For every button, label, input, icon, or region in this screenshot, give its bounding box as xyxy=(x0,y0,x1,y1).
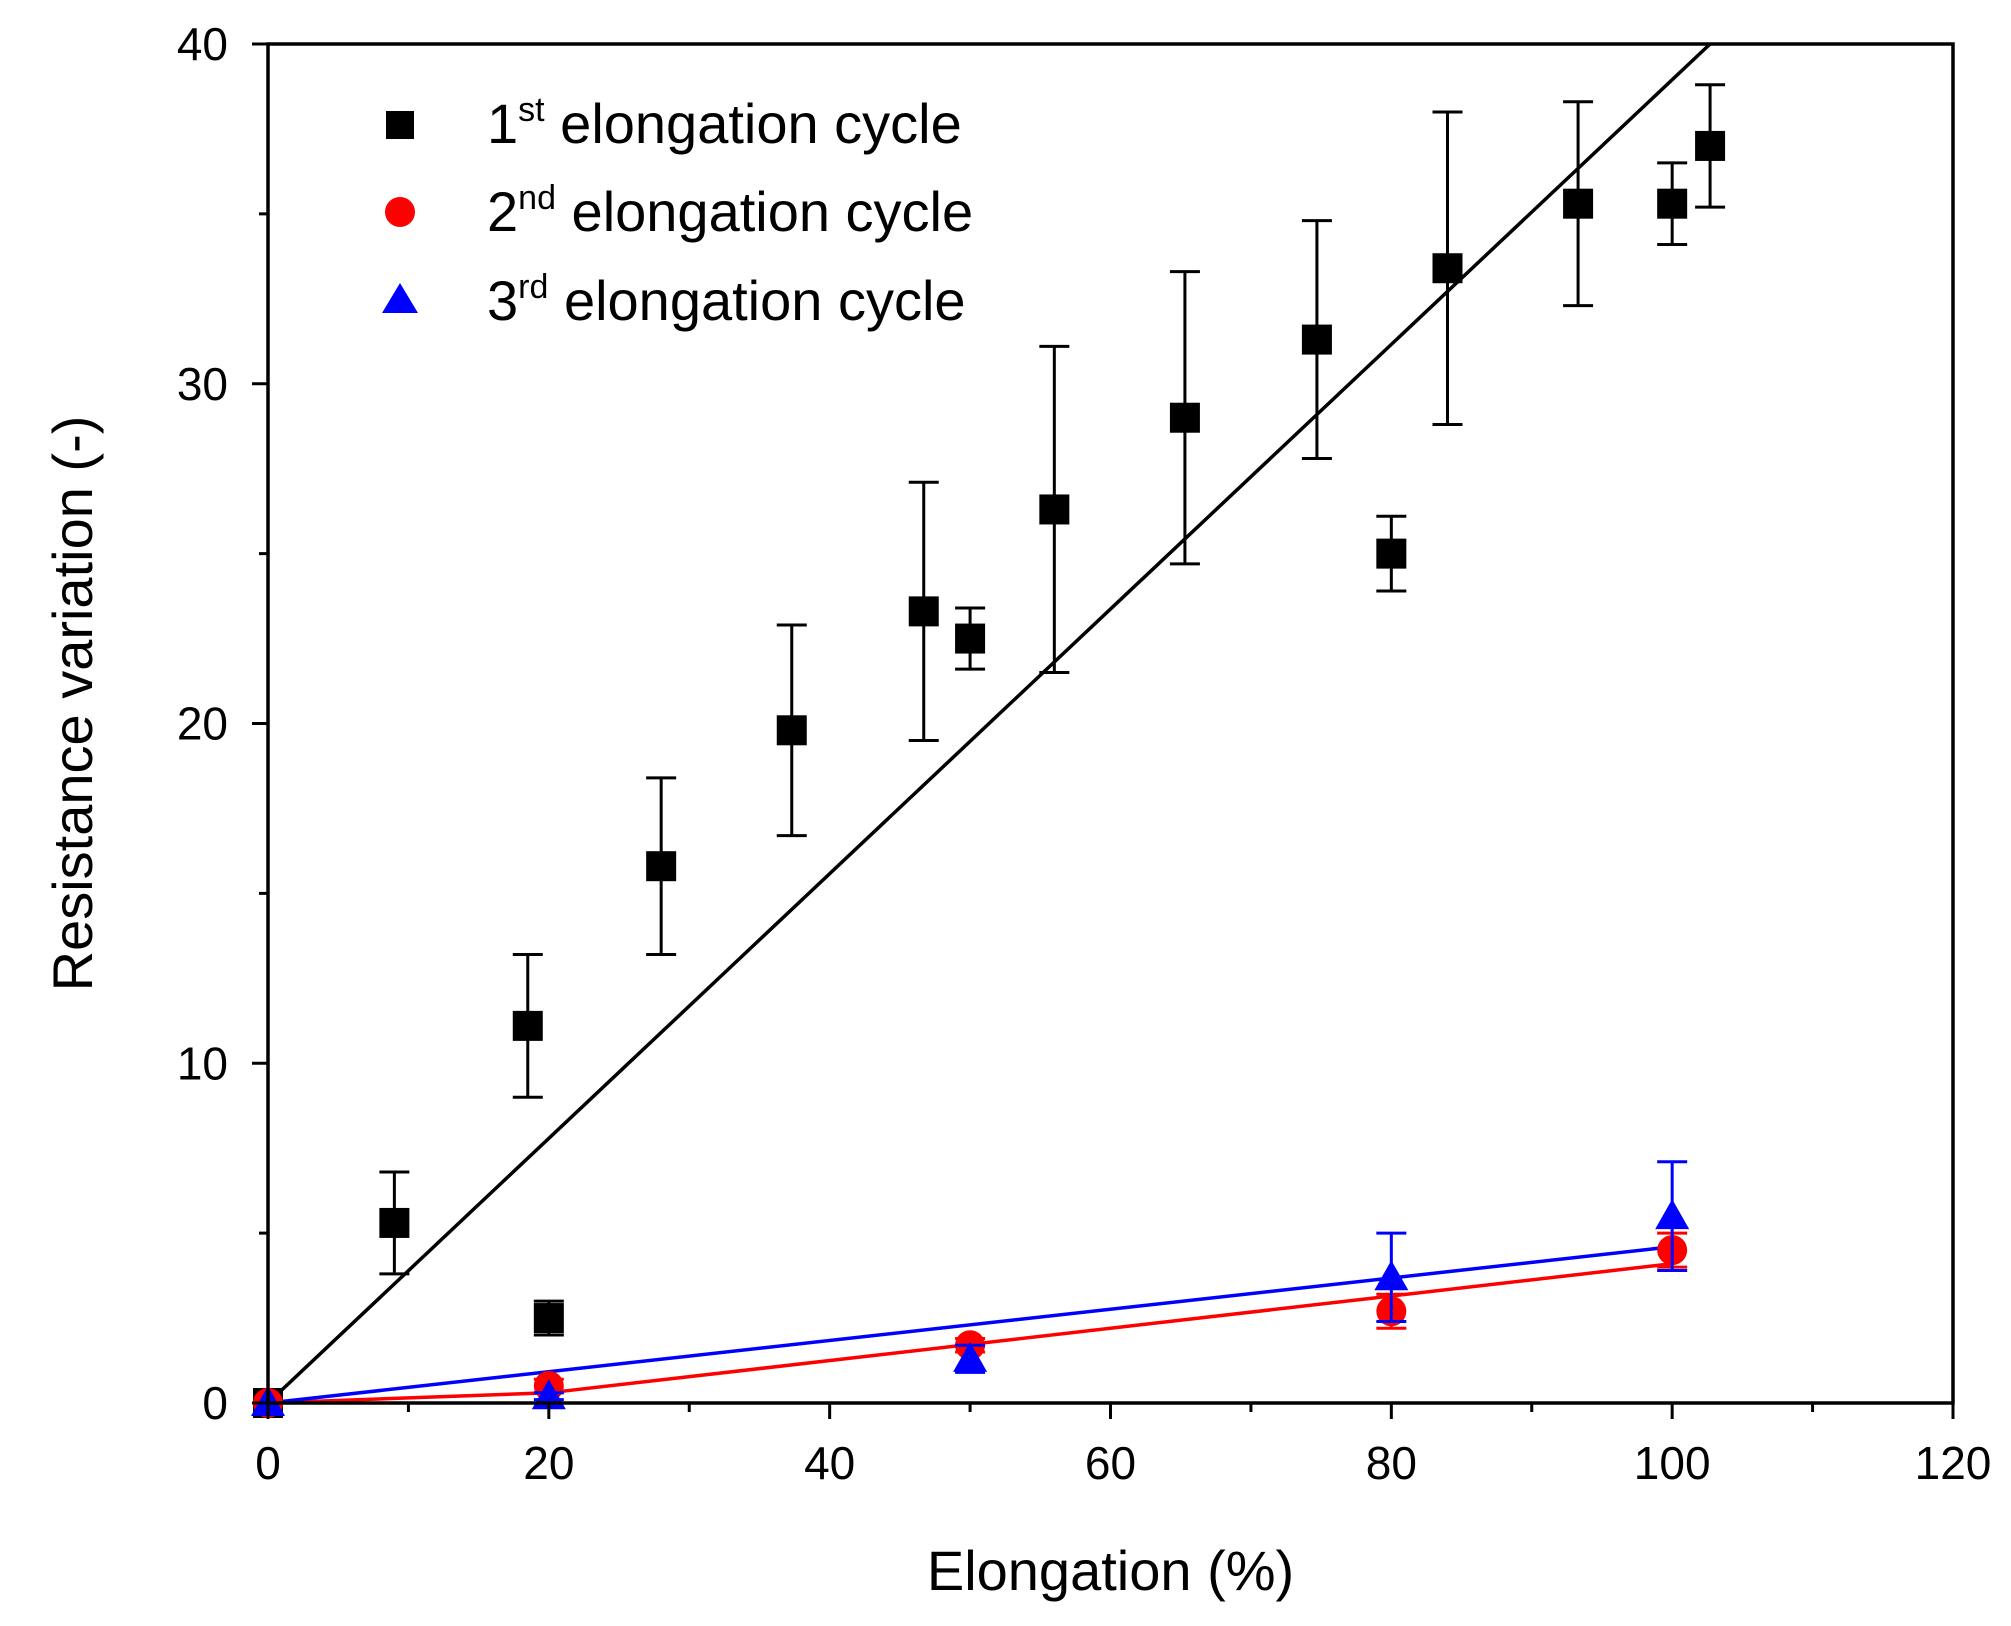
data-point-square xyxy=(955,623,986,654)
y-tick-label: 10 xyxy=(177,1037,228,1089)
data-point-square xyxy=(908,596,939,627)
fit-line-series-1 xyxy=(266,42,1712,1405)
data-point-triangle xyxy=(953,1341,988,1372)
fit-line-series-3 xyxy=(267,1244,1673,1405)
data-point-triangle xyxy=(1374,1260,1409,1291)
legend-label-sup: nd xyxy=(518,179,556,217)
data-point-square xyxy=(1376,538,1407,569)
x-axis-title: Elongation (%) xyxy=(927,1539,1294,1602)
data-point-triangle xyxy=(1655,1199,1690,1230)
legend-label-rest: elongation cycle xyxy=(545,92,962,155)
legend-item-2nd-cycle: 2nd elongation cycle xyxy=(385,179,973,243)
data-point-square xyxy=(1169,402,1200,433)
legend-label-sup: rd xyxy=(518,268,548,306)
x-tick-label: 100 xyxy=(1634,1437,1711,1489)
data-point-square xyxy=(533,1303,564,1334)
legend-label-3rd-cycle: 3rd elongation cycle xyxy=(487,268,966,332)
legend-label-rest: elongation cycle xyxy=(548,269,965,332)
data-point-square xyxy=(1301,324,1332,355)
data-point-square xyxy=(1039,494,1070,525)
legend-item-3rd-cycle: 3rd elongation cycle xyxy=(382,268,966,332)
x-tick-label: 60 xyxy=(1085,1437,1136,1489)
data-point-square xyxy=(646,851,677,882)
y-tick-label: 40 xyxy=(177,18,228,70)
x-tick-label: 20 xyxy=(523,1437,574,1489)
x-tick-label: 120 xyxy=(1915,1437,1992,1489)
data-point-square xyxy=(379,1207,410,1238)
y-tick-label: 30 xyxy=(177,358,228,410)
legend-label-2nd-cycle: 2nd elongation cycle xyxy=(487,179,973,243)
y-tick-label: 20 xyxy=(177,698,228,750)
x-tick-label: 0 xyxy=(255,1437,281,1489)
y-axis-title: Resistance variation (-) xyxy=(41,416,104,992)
data-point-square xyxy=(1695,130,1726,161)
data-point-square xyxy=(512,1010,543,1041)
data-point-square xyxy=(1432,253,1463,284)
plot-area xyxy=(251,42,1726,1418)
x-tick-label: 80 xyxy=(1366,1437,1417,1489)
x-tick-label: 40 xyxy=(804,1437,855,1489)
legend-label-1st-cycle: 1st elongation cycle xyxy=(487,91,962,155)
legend-marker-triangle xyxy=(382,283,418,313)
legend-marker-circle xyxy=(385,197,415,227)
legend-label-main: 2 xyxy=(487,180,518,243)
legend-marker-square xyxy=(386,111,414,139)
legend-label-rest: elongation cycle xyxy=(556,180,973,243)
data-point-square xyxy=(776,715,807,746)
legend-item-1st-cycle: 1st elongation cycle xyxy=(386,91,962,155)
legend-label-main: 1 xyxy=(487,92,518,155)
data-point-square xyxy=(1563,188,1594,219)
legend-label-sup: st xyxy=(518,91,545,129)
y-tick-label: 0 xyxy=(202,1377,228,1429)
axis-ticks: 0 20 40 60 80 100 120 0 10 20 30 40 xyxy=(177,18,1992,1489)
legend: 1st elongation cycle 2nd elongation cycl… xyxy=(382,91,973,332)
data-point-square xyxy=(1657,188,1688,219)
legend-label-main: 3 xyxy=(487,269,518,332)
